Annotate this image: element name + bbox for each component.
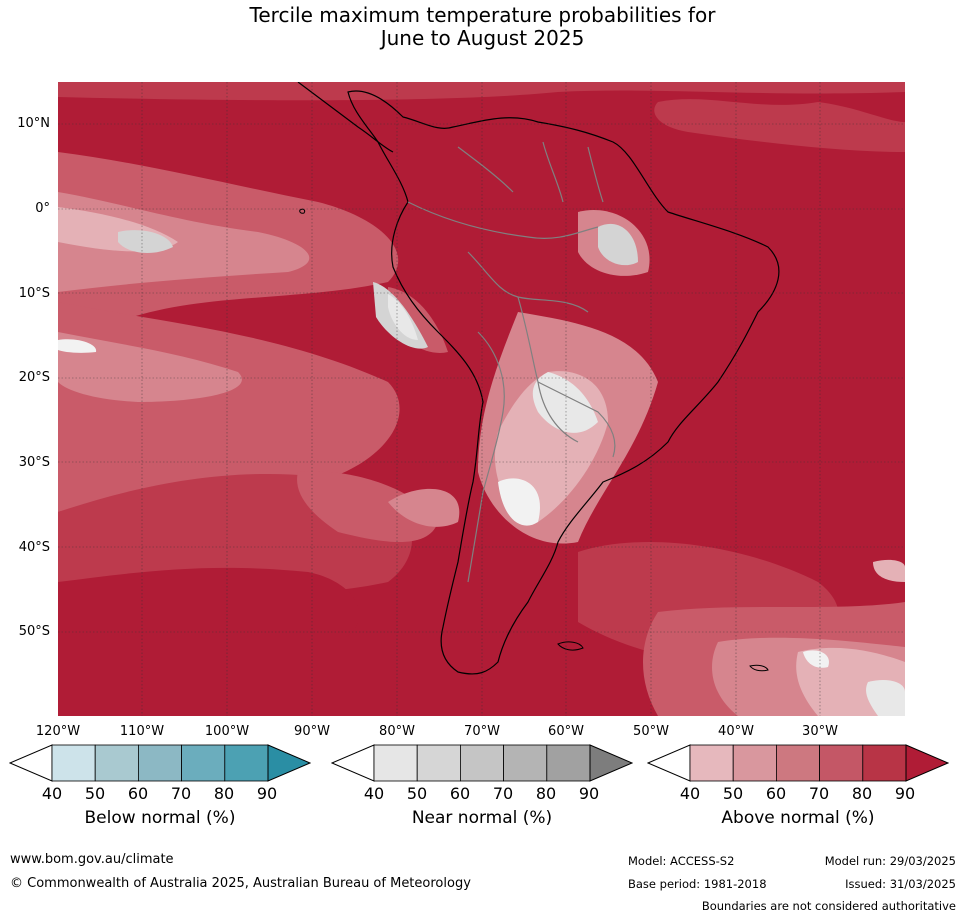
colorbar-below-label: Below normal (%) (84, 808, 236, 828)
lon-label-70w: 70°W (464, 724, 500, 739)
colorbar-above-label: Above normal (%) (721, 808, 875, 828)
model-text: Model: ACCESS-S2 (628, 854, 735, 868)
lon-label-120w: 120°W (35, 724, 81, 739)
colorbar-segment (51, 744, 96, 782)
map-svg (58, 82, 905, 716)
lat-label-50s: 50°S (18, 624, 50, 639)
colorbar-segment (503, 744, 548, 782)
colorbar-near-svg (331, 744, 633, 782)
graticule (58, 82, 905, 716)
colorbar-above-svg (647, 744, 949, 782)
colorbar-below-ticks: 40 50 60 70 80 90 (9, 784, 311, 804)
colorbar-segment (819, 744, 864, 782)
colorbar-segment (546, 744, 591, 782)
cb-near-tick-40: 40 (363, 784, 385, 803)
cb-above-tick-40: 40 (679, 784, 701, 803)
colorbar-segment (224, 744, 269, 782)
lat-label-0: 0° (35, 201, 50, 216)
lon-label-110w: 110°W (119, 724, 165, 739)
cb-above-tick-60: 60 (765, 784, 787, 803)
colorbar-near-label: Near normal (%) (411, 808, 553, 828)
colorbar-segment (416, 744, 461, 782)
issued-text: Issued: 31/03/2025 (845, 877, 956, 891)
cb-below-tick-70: 70 (170, 784, 192, 803)
colorbar-segment (373, 744, 418, 782)
chart-title: Tercile maximum temperature probabilitie… (0, 4, 965, 50)
cb-near-tick-80: 80 (535, 784, 557, 803)
copyright-text: © Commonwealth of Australia 2025, Austra… (10, 876, 471, 891)
lon-label-100w: 100°W (204, 724, 250, 739)
probability-patches (58, 82, 905, 716)
cb-near-tick-90: 90 (578, 784, 600, 803)
colorbar-extend-high (905, 744, 949, 782)
colorbar-extend-low (647, 744, 691, 782)
model-run-text: Model run: 29/03/2025 (824, 854, 956, 868)
lat-label-10s: 10°S (18, 286, 50, 301)
lon-label-60w: 60°W (548, 724, 584, 739)
colorbar-segment (181, 744, 226, 782)
lon-label-30w: 30°W (802, 724, 838, 739)
cb-near-tick-50: 50 (406, 784, 428, 803)
lat-label-40s: 40°S (18, 540, 50, 555)
base-period-text: Base period: 1981-2018 (628, 877, 767, 891)
cb-below-tick-50: 50 (84, 784, 106, 803)
colorbar-segment (137, 744, 182, 782)
cb-near-tick-70: 70 (492, 784, 514, 803)
cb-below-tick-60: 60 (127, 784, 149, 803)
cb-above-tick-80: 80 (851, 784, 873, 803)
lat-label-20s: 20°S (18, 370, 50, 385)
lon-label-50w: 50°W (633, 724, 669, 739)
colorbar-segment (689, 744, 734, 782)
title-line-1: Tercile maximum temperature probabilitie… (249, 3, 716, 27)
cb-below-tick-40: 40 (41, 784, 63, 803)
colorbar-segment (732, 744, 777, 782)
colorbar-segment (862, 744, 907, 782)
website-link[interactable]: www.bom.gov.au/climate (10, 852, 174, 867)
disclaimer-text: Boundaries are not considered authoritat… (701, 899, 956, 913)
cb-above-tick-90: 90 (894, 784, 916, 803)
lon-label-80w: 80°W (379, 724, 415, 739)
colorbar-below-svg (9, 744, 311, 782)
colorbar-segment (775, 744, 820, 782)
lon-label-90w: 90°W (294, 724, 330, 739)
cb-above-tick-70: 70 (808, 784, 830, 803)
title-line-2: June to August 2025 (380, 26, 585, 50)
colorbar-extend-low (331, 744, 375, 782)
colorbar-extend-low (9, 744, 53, 782)
colorbar-above-ticks: 40 50 60 70 80 90 (647, 784, 949, 804)
lon-label-40w: 40°W (718, 724, 754, 739)
colorbar-segment (94, 744, 139, 782)
lat-label-30s: 30°S (18, 455, 50, 470)
cb-above-tick-50: 50 (722, 784, 744, 803)
cb-below-tick-90: 90 (256, 784, 278, 803)
cb-near-tick-60: 60 (449, 784, 471, 803)
cb-below-tick-80: 80 (213, 784, 235, 803)
colorbar-segment (459, 744, 504, 782)
colorbar-extend-high (267, 744, 311, 782)
probability-map (58, 82, 905, 716)
colorbar-extend-high (589, 744, 633, 782)
land (297, 82, 780, 675)
lat-label-10n: 10°N (17, 116, 50, 131)
colorbar-near-ticks: 40 50 60 70 80 90 (331, 784, 633, 804)
